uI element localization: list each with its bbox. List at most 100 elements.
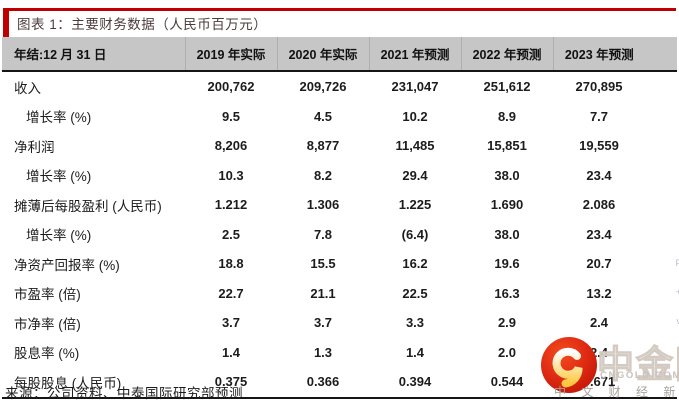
row-value: 38.0	[494, 226, 520, 242]
row-value: 19.6	[494, 256, 520, 272]
edge-fragment: +	[675, 287, 679, 297]
table-row: 增长率 (%) 10.3 8.2 29.4 38.0 23.4	[2, 161, 677, 191]
table-row: 市盈率 (倍) 22.7 21.1 22.5 16.3 13.2	[2, 279, 677, 309]
row-label: 增长率 (%)	[26, 169, 92, 185]
row-value: 2.5	[221, 226, 241, 242]
header-col-2022 年预测: 2022 年预测	[460, 37, 553, 72]
row-spacer	[645, 131, 677, 161]
figure-title: 图表 1：主要财务数据（人民币百万元）	[17, 17, 268, 32]
row-label: 增长率 (%)	[26, 228, 92, 244]
edge-fragment: v	[676, 316, 679, 326]
row-value: 38.0	[494, 167, 520, 183]
row-value: 8.2	[313, 167, 333, 183]
row-spacer	[645, 190, 677, 220]
row-value: 1.306	[306, 197, 340, 213]
cngold-logo-icon	[541, 337, 597, 393]
row-label: 收入	[14, 80, 41, 96]
table-row: 增长率 (%) 2.5 7.8 (6.4) 38.0 23.4	[2, 220, 677, 250]
table-row: 每股股息 (人民币) 0.375 0.366 0.394 0.544 0.671	[2, 367, 677, 399]
row-value: 0.394	[369, 367, 461, 399]
row-value: 23.4	[586, 167, 612, 183]
row-spacer	[645, 367, 677, 399]
row-value: 1.225	[398, 197, 432, 213]
row-label: 市净率 (倍)	[14, 316, 81, 332]
row-label: 股息率 (%)	[14, 346, 80, 362]
row-value: 2.086	[582, 197, 616, 213]
row-value: 16.3	[494, 285, 520, 301]
row-value: 2.0	[497, 344, 517, 360]
header-col-2021 年预测: 2021 年预测	[368, 37, 461, 72]
row-value: 23.4	[586, 226, 612, 242]
row-value: 7.8	[313, 226, 333, 242]
row-label: 净利润	[14, 139, 55, 155]
row-value: 1.3	[313, 344, 333, 360]
table-header: 年结:12 月 31 日 2019 年实际 2020 年实际 2021 年预测 2022…	[2, 37, 677, 72]
watermark-domain-text: CNGOLD.COM.CN	[600, 370, 679, 381]
row-value: 8.9	[497, 108, 517, 124]
row-label: 摊薄后每股盈利 (人民币)	[14, 198, 162, 214]
row-value: 3.3	[405, 315, 425, 331]
row-value: 15,851	[487, 138, 527, 154]
cngold-watermark: 中金网 CNGOLD.COM.CN 中 文 财 经 新 媒 体	[540, 336, 679, 402]
edge-fragment: F	[675, 258, 679, 268]
row-value: 1.212	[214, 197, 248, 213]
table-header-row: 年结:12 月 31 日 2019 年实际 2020 年实际 2021 年预测 2022…	[2, 37, 677, 72]
row-value: 1.690	[490, 197, 524, 213]
watermark-tagline-text: 中 文 财 经 新 媒 体	[554, 385, 679, 399]
row-value: (6.4)	[401, 226, 429, 242]
row-value: 9.5	[221, 108, 241, 124]
row-value: 4.5	[313, 108, 333, 124]
table-row: 收入 200,762 209,726 231,047 251,612 270,895	[2, 71, 677, 102]
row-spacer	[645, 71, 677, 102]
table-row: 净资产回报率 (%) 18.8 15.5 16.2 19.6 20.7	[2, 249, 677, 279]
table-row: 净利润 8,206 8,877 11,485 15,851 19,559	[2, 131, 677, 161]
header-spacer	[645, 37, 677, 72]
row-value: 11,485	[395, 138, 435, 154]
edge-watermark-fragments: ·F+v	[667, 220, 679, 336]
row-value: 0.544	[461, 367, 553, 399]
header-col-2023 年预测: 2023 年预测	[552, 37, 645, 72]
table-row: 增长率 (%) 9.5 4.5 10.2 8.9 7.7	[2, 102, 677, 132]
row-value: 21.1	[310, 285, 336, 301]
top-red-rule	[3, 8, 676, 11]
row-value: 22.5	[402, 285, 428, 301]
row-value: 22.7	[218, 285, 244, 301]
row-value: 2.4	[589, 315, 609, 331]
title-accent-bar	[3, 8, 9, 37]
table-row: 市净率 (倍) 3.7 3.7 3.3 2.9 2.4	[2, 308, 677, 338]
row-value: 8,877	[306, 138, 340, 154]
row-value: 3.7	[221, 315, 241, 331]
row-value: 0.366	[277, 367, 369, 399]
row-value: 13.2	[586, 285, 612, 301]
row-value: 209,726	[299, 79, 347, 95]
row-value: 10.2	[402, 108, 428, 124]
row-spacer	[645, 102, 677, 132]
row-value: 19,559	[579, 138, 619, 154]
row-value: 3.7	[313, 315, 333, 331]
table-row: 股息率 (%) 1.4 1.3 1.4 2.0 2.4	[2, 338, 677, 368]
row-value: 231,047	[391, 79, 439, 95]
table-body: 收入 200,762 209,726 231,047 251,612 270,895 增长率…	[2, 71, 677, 399]
row-value: 18.8	[218, 256, 244, 272]
row-label: 净资产回报率 (%)	[14, 257, 120, 273]
header-year-end: 年结:12 月 31 日	[2, 37, 185, 72]
row-value: 270,895	[575, 79, 623, 95]
row-value: 0.375	[185, 367, 277, 399]
row-value: 15.5	[310, 256, 336, 272]
row-label: 每股股息 (人民币)	[2, 367, 185, 399]
header-col-2019 年实际: 2019 年实际	[184, 37, 277, 72]
row-value: 2.9	[497, 315, 517, 331]
row-label: 市盈率 (倍)	[14, 287, 81, 303]
financial-table: 年结:12 月 31 日 2019 年实际 2020 年实际 2021 年预测 2022…	[2, 37, 677, 399]
financial-table-wrap: 年结:12 月 31 日 2019 年实际 2020 年实际 2021 年预测 2022…	[2, 37, 677, 399]
table-row: 摊薄后每股盈利 (人民币) 1.212 1.306 1.225 1.690 2.086	[2, 190, 677, 220]
row-value: 8,206	[214, 138, 248, 154]
row-value: 1.4	[405, 344, 425, 360]
source-note: 来源：公司资料、中泰国际研究部预测	[5, 386, 243, 401]
row-value: 20.7	[586, 256, 612, 272]
watermark-brand-text: 中金网	[596, 343, 679, 385]
row-value: 200,762	[207, 79, 255, 95]
row-value: 251,612	[483, 79, 531, 95]
row-label: 增长率 (%)	[26, 110, 92, 126]
